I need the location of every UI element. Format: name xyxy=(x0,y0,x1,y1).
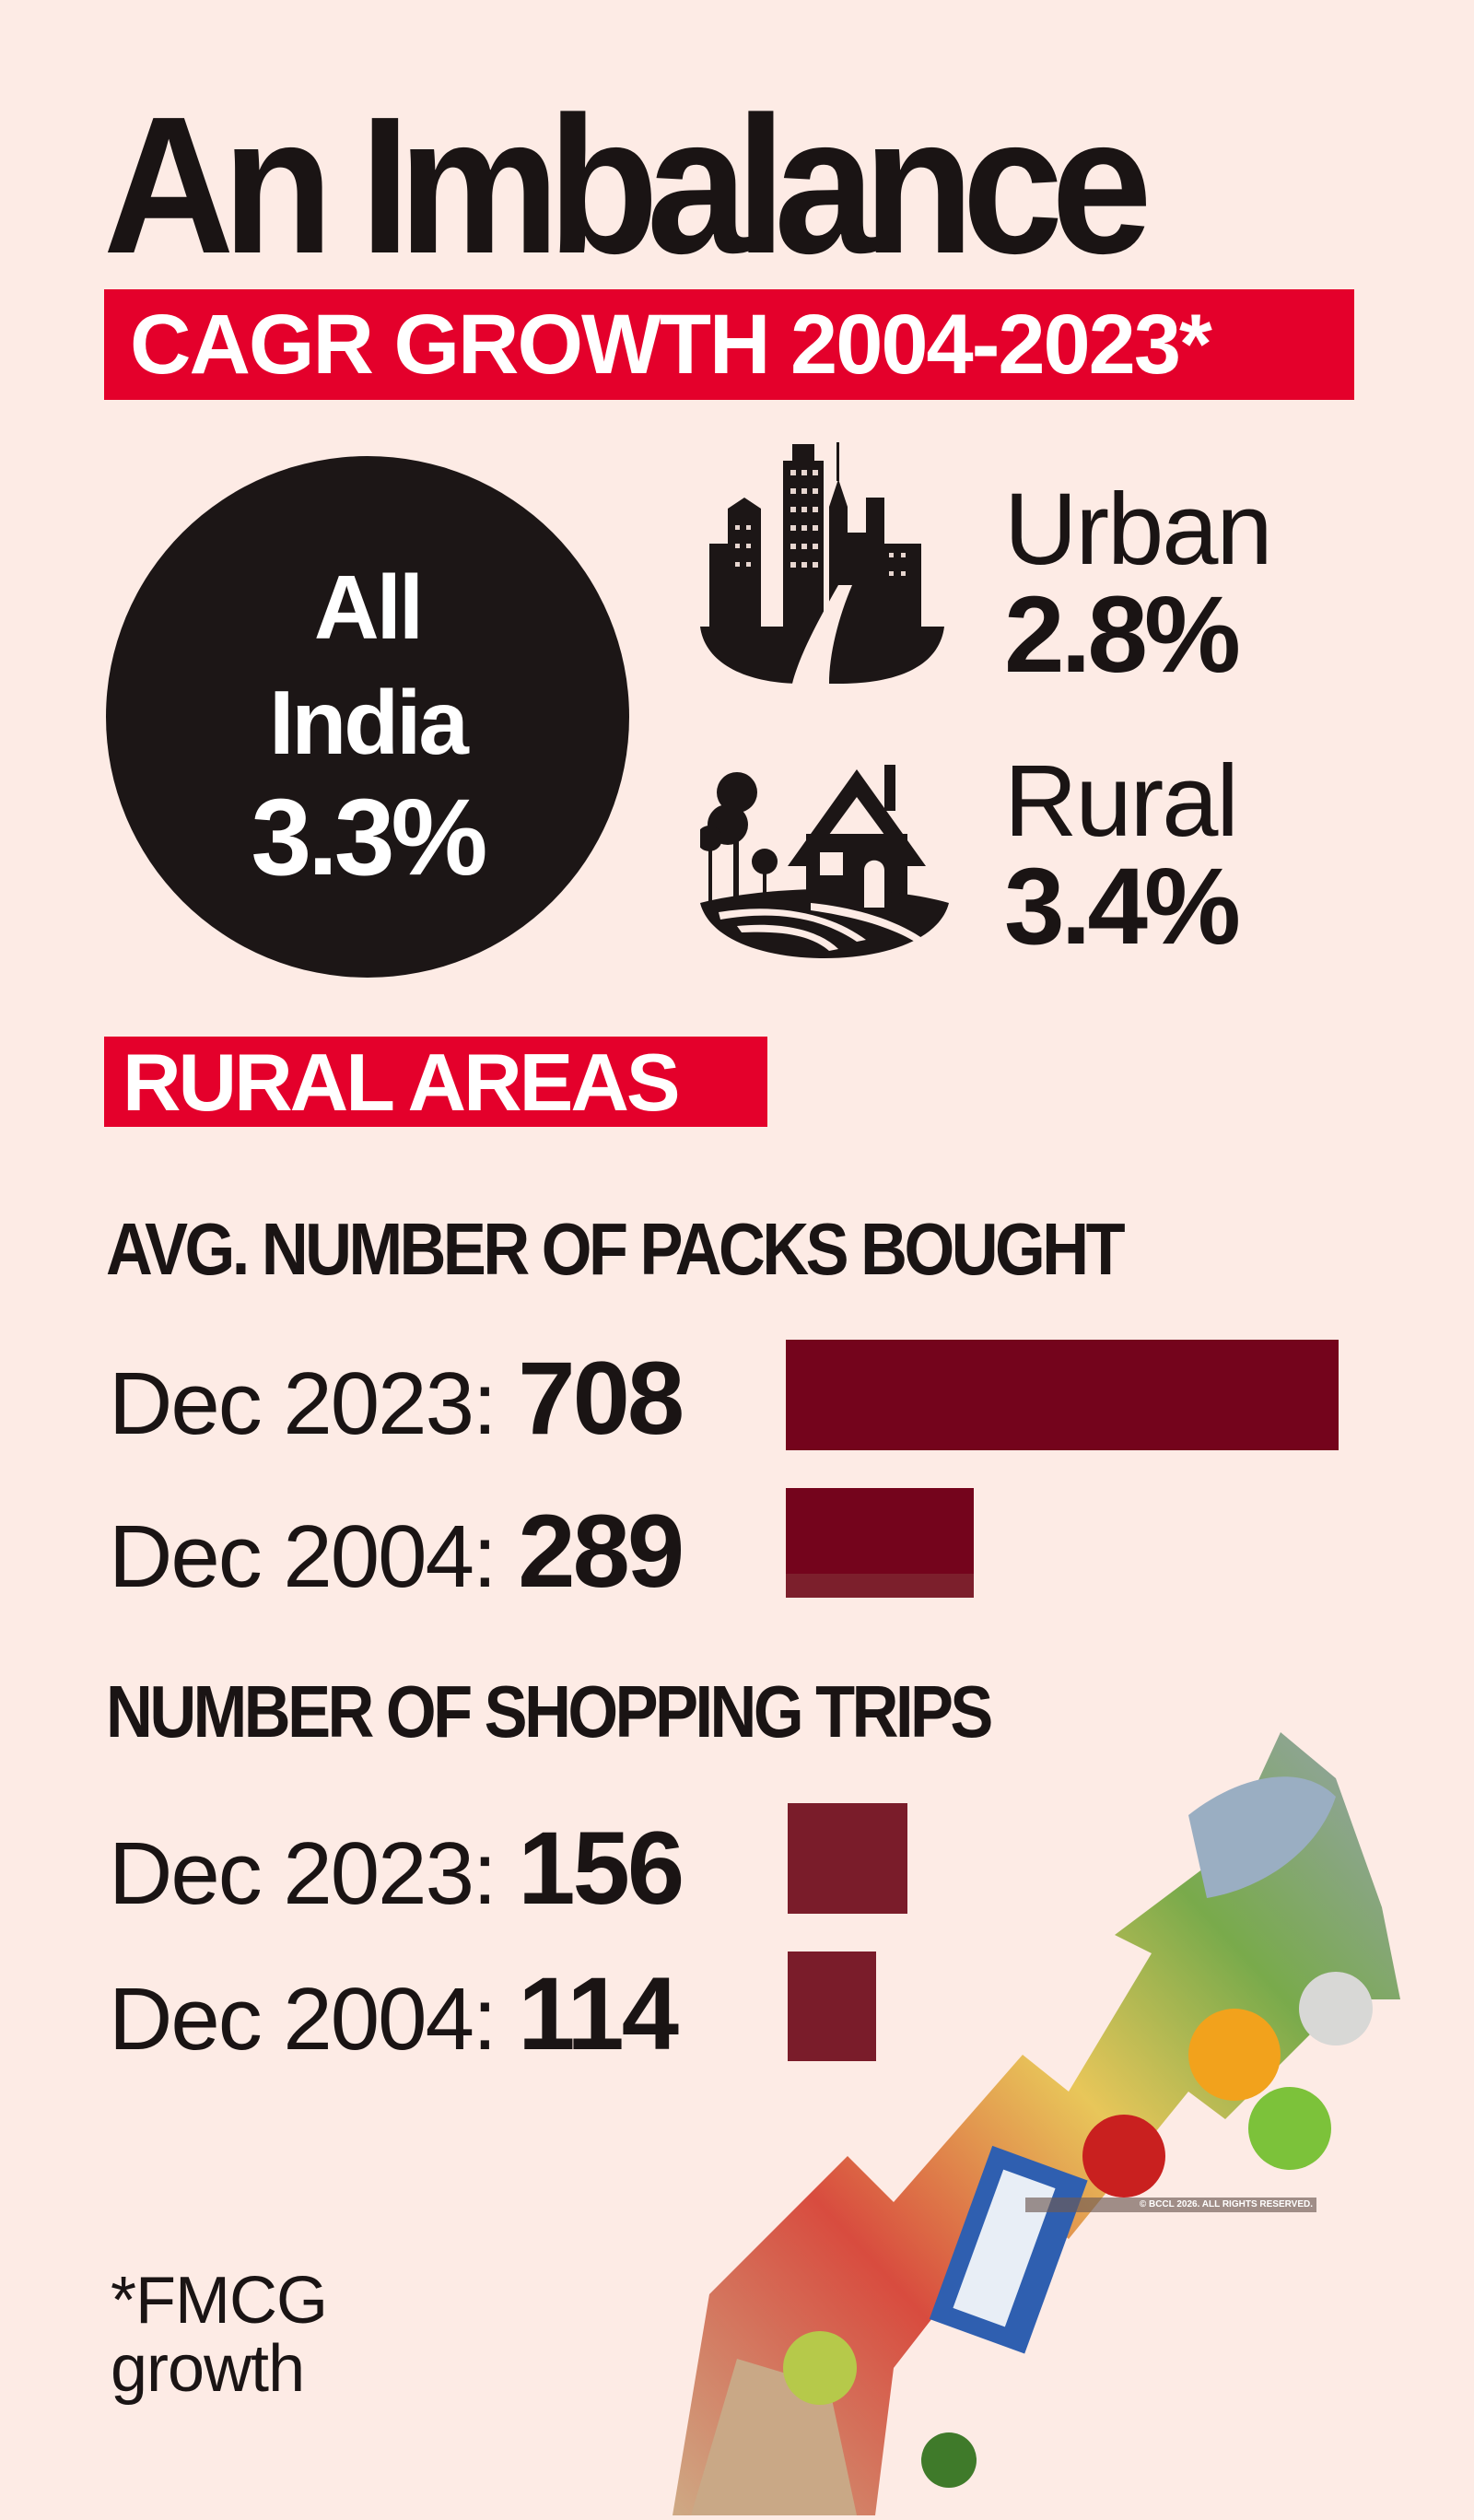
trips-bar-2004 xyxy=(788,1952,876,2061)
trips-row-value: 114 xyxy=(518,1956,679,2071)
packs-row-2023: Dec 2023: 708 xyxy=(109,1347,684,1453)
packs-row-value: 289 xyxy=(518,1494,684,1609)
trips-row-2004: Dec 2004: 114 xyxy=(109,1963,679,2069)
trips-heading: NUMBER OF SHOPPING TRIPS xyxy=(106,1670,993,1752)
all-india-circle: All India 3.3% xyxy=(106,456,629,978)
all-india-label-line2: India xyxy=(269,672,469,773)
footnote: *FMCG growth xyxy=(111,2264,328,2406)
packs-row-2004: Dec 2004: 289 xyxy=(109,1500,684,1606)
all-india-value: 3.3% xyxy=(251,777,488,898)
grocery-arrow-illustration xyxy=(636,1723,1428,2515)
all-india-label-line1: All xyxy=(313,557,424,658)
urban-label: Urban xyxy=(1004,473,1273,586)
rural-label: Rural xyxy=(1004,744,1239,858)
packs-bar-2004 xyxy=(786,1488,974,1598)
packs-heading: AVG. NUMBER OF PACKS BOUGHT xyxy=(106,1208,1126,1290)
rural-areas-banner: RURAL AREAS xyxy=(104,1037,767,1128)
trips-row-label: Dec 2023: xyxy=(109,1824,519,1923)
page-title: An Imbalance xyxy=(103,76,1152,294)
packs-bar-2023 xyxy=(786,1340,1339,1450)
copyright-watermark: © BCCL 2026. ALL RIGHTS RESERVED. xyxy=(1025,2198,1316,2212)
cagr-banner: CAGR GROWTH 2004-2023* xyxy=(104,289,1354,400)
packs-row-label: Dec 2023: xyxy=(109,1354,519,1453)
trips-row-label: Dec 2004: xyxy=(109,1970,519,2069)
footnote-line1: *FMCG xyxy=(111,2264,328,2338)
trips-row-value: 156 xyxy=(518,1811,684,1926)
packs-row-value: 708 xyxy=(518,1341,684,1456)
trips-row-2023: Dec 2023: 156 xyxy=(109,1817,684,1923)
rural-value: 3.4% xyxy=(1004,846,1241,967)
trips-bar-2023 xyxy=(788,1803,907,1914)
farmhouse-icon xyxy=(696,728,949,958)
urban-value: 2.8% xyxy=(1004,574,1241,696)
footnote-line2: growth xyxy=(111,2332,305,2406)
packs-row-label: Dec 2004: xyxy=(109,1507,519,1606)
city-skyline-icon xyxy=(691,442,953,684)
